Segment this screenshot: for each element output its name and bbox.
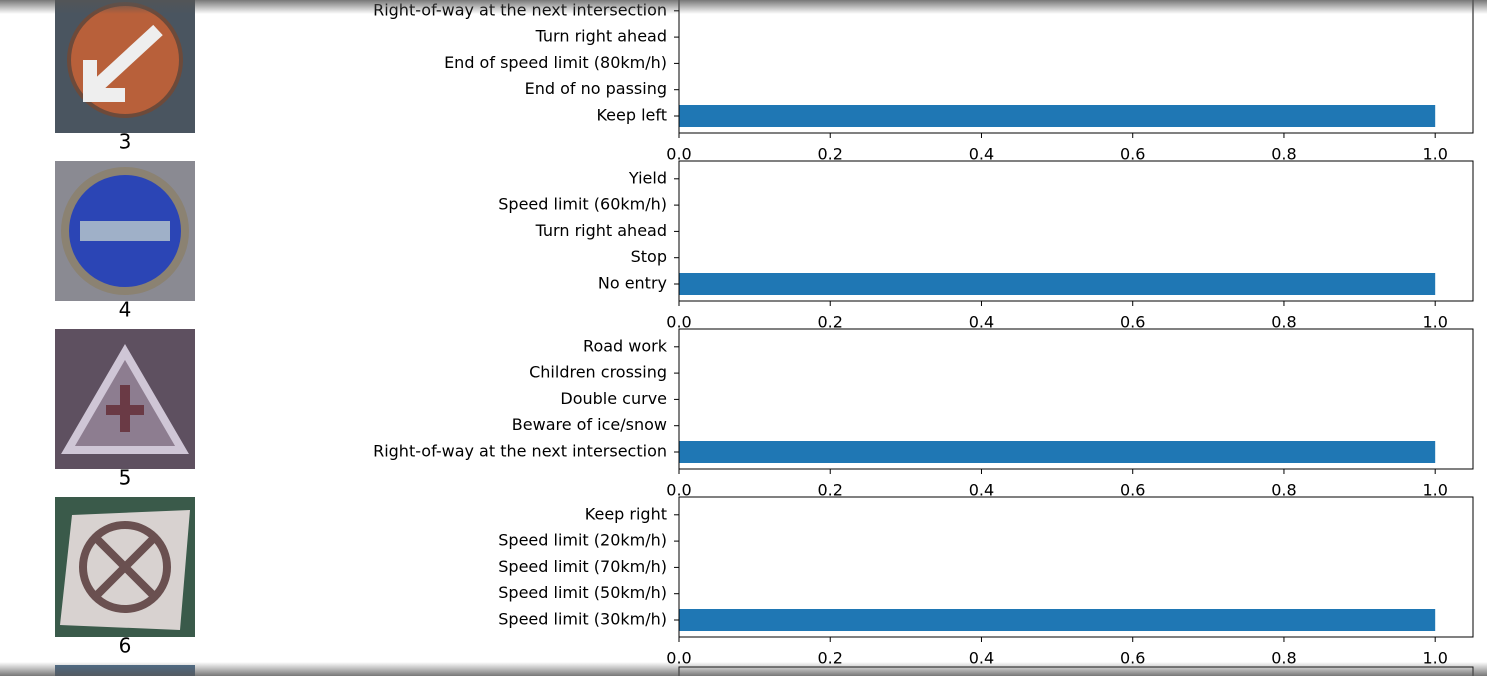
sign-image	[55, 329, 195, 469]
subplot: Right-of-way at the next intersection Bew…	[119, 328, 1474, 500]
y-tick-label: Beware of ice/snow	[512, 415, 667, 434]
x-tick-label: 0.0	[666, 145, 691, 164]
x-tick-label: 0.8	[1271, 313, 1296, 332]
bar	[679, 609, 1436, 631]
bar	[679, 273, 1436, 295]
x-tick-label: 1.0	[1422, 145, 1447, 164]
y-tick-label: Yield	[628, 168, 667, 187]
y-tick-label: Speed limit (70km/h)	[498, 557, 667, 576]
x-tick-label: 0.4	[969, 145, 994, 164]
x-tick-label: 0.0	[666, 481, 691, 500]
x-tick-label: 0.8	[1271, 481, 1296, 500]
y-tick-label: Right-of-way at the next intersection	[373, 442, 667, 461]
x-tick-label: 0.2	[818, 313, 843, 332]
y-tick-label: Keep right	[585, 504, 667, 523]
plots: Keep left End of no passing End of speed l…	[119, 0, 1474, 668]
axes-frame	[678, 496, 1474, 638]
image-label: 6	[119, 634, 132, 658]
y-tick-label: Speed limit (60km/h)	[498, 195, 667, 214]
y-tick-label: End of speed limit (80km/h)	[444, 53, 667, 72]
y-tick-label: No entry	[598, 274, 667, 293]
x-tick-label: 0.2	[818, 145, 843, 164]
subplot: Keep left End of no passing End of speed l…	[119, 0, 1474, 164]
image-label: 5	[119, 466, 132, 490]
y-tick-label: Stop	[631, 247, 667, 266]
x-tick-label: 1.0	[1422, 313, 1447, 332]
bar	[679, 441, 1436, 463]
x-tick-label: 0.2	[818, 481, 843, 500]
axes-frame	[678, 328, 1474, 470]
y-tick-label: Road work	[583, 336, 668, 355]
x-tick-label: 0.8	[1271, 145, 1296, 164]
axes-frame	[678, 0, 1474, 134]
x-tick-label: 0.4	[969, 481, 994, 500]
y-tick-label: End of no passing	[525, 79, 667, 98]
axes-frame	[678, 160, 1474, 302]
y-tick-label: Children crossing	[529, 363, 667, 382]
bar	[679, 105, 1436, 127]
x-tick-label: 0.6	[1120, 481, 1145, 500]
shadow	[0, 0, 1487, 14]
x-tick-label: 0.4	[969, 313, 994, 332]
image-label: 4	[119, 298, 132, 322]
subplot: No entry Stop Turn right ahead Speed limit …	[119, 160, 1474, 332]
x-tick-label: 0.6	[1120, 313, 1145, 332]
x-tick-label: 0.6	[1120, 145, 1145, 164]
y-tick-label: Keep left	[596, 106, 667, 125]
y-tick-label: Speed limit (50km/h)	[498, 583, 667, 602]
shadow	[0, 662, 1487, 676]
y-tick-label: Speed limit (30km/h)	[498, 610, 667, 629]
image-label: 3	[119, 130, 132, 154]
y-tick-label: Turn right ahead	[535, 221, 667, 240]
x-tick-label: 1.0	[1422, 481, 1447, 500]
y-tick-label: Double curve	[560, 389, 667, 408]
sign-image	[55, 497, 195, 637]
sign-image	[55, 161, 195, 301]
y-tick-label: Speed limit (20km/h)	[498, 531, 667, 550]
subplot: Speed limit (30km/h) Speed limit (50km/h)…	[119, 496, 1474, 668]
x-tick-label: 0.0	[666, 313, 691, 332]
sign-image	[55, 0, 195, 133]
y-tick-label: Turn right ahead	[535, 27, 667, 46]
